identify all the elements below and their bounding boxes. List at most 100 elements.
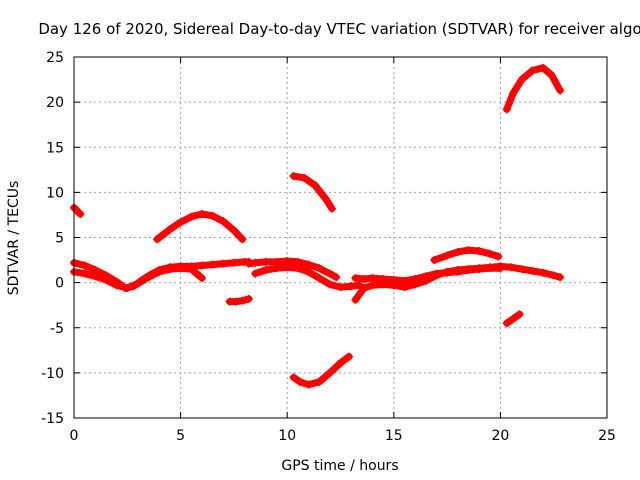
y-axis-label: SDTVAR / TECUs [6,181,22,296]
series-seg-k [351,264,505,285]
data-point [238,296,247,305]
data-point [515,310,524,319]
series-seg-l [430,246,503,265]
series-line [245,257,340,281]
y-tick-label: 10 [46,185,64,201]
x-tick-label: 15 [385,428,403,444]
data-point [229,258,238,267]
x-axis-label: GPS time / hours [281,458,398,474]
series-seg-g [251,263,364,292]
y-tick-label: 15 [46,140,64,156]
series-seg-c [70,264,206,293]
data-point [123,284,132,293]
data-point [332,273,341,282]
data-point [197,210,206,219]
chart-title: Day 126 of 2020, Sidereal Day-to-day VTE… [38,20,640,38]
data-point [304,260,313,269]
data-point [475,265,484,274]
data-point [528,66,537,75]
series-seg-h [289,172,336,213]
series-seg-a [70,203,85,219]
data-point [400,276,409,285]
data-point [453,247,462,256]
series-line [251,263,364,291]
x-tick-label: 10 [278,428,296,444]
data-point [411,275,420,284]
data-point [165,225,174,234]
y-tick-label: -5 [50,321,64,337]
data-point [325,280,334,289]
data-point [496,264,505,273]
data-point [219,259,228,268]
tick-layer: 0 5 10 15 20 25 -15 -10 -5 0 5 10 15 20 25 [41,50,616,444]
data-point [359,284,368,293]
data-point [315,377,324,386]
data-point [325,368,334,377]
data-point [528,266,537,275]
data-point [485,249,494,258]
grid-layer [74,57,607,418]
data-point [368,274,377,283]
y-tick-label: 0 [55,276,64,292]
y-tick-label: 25 [46,50,64,66]
data-point [327,204,336,213]
data-point [507,263,516,272]
series-line [70,204,84,218]
data-point [359,275,368,284]
data-point [549,271,558,280]
data-point [155,267,164,276]
data-point [91,272,100,281]
data-point [556,86,565,95]
data-point [272,264,281,273]
data-point [475,247,484,256]
data-point [351,274,360,283]
data-point [368,281,377,290]
series-seg-m [502,310,524,328]
series-layer [70,63,565,389]
series-seg-n [502,63,565,114]
data-point [556,273,565,282]
data-point [251,258,260,267]
data-point [547,71,556,80]
data-point [494,252,503,261]
y-tick-label: -10 [41,366,64,382]
x-tick-label: 5 [176,428,185,444]
data-point [187,212,196,221]
data-point [144,273,153,282]
data-point [112,281,121,290]
data-point [432,269,441,278]
data-point [325,269,334,278]
data-point [421,272,430,281]
plot-frame [73,56,608,419]
data-point [539,268,548,277]
data-point [453,267,462,276]
series-seg-i [289,352,354,389]
data-point [219,217,228,226]
series-seg-d [153,210,247,244]
data-point [133,279,142,288]
data-point [208,260,217,269]
data-point [197,274,206,283]
series-seg-e [225,294,253,306]
data-point [502,105,511,114]
data-point [321,194,330,203]
data-point [351,295,360,304]
data-point [289,172,298,181]
data-point [345,352,354,361]
y-tick-label: 5 [55,231,64,247]
y-tick-label: 20 [46,95,64,111]
data-point [509,89,518,98]
data-point [517,265,526,274]
data-point [295,377,304,386]
data-point [379,275,388,284]
data-point [238,235,247,244]
data-point [443,268,452,277]
data-point [347,282,356,291]
data-point [176,264,185,273]
data-point [261,265,270,274]
data-point [176,218,185,227]
data-point [293,264,302,273]
data-point [336,358,345,367]
x-tick-label: 0 [70,428,79,444]
data-point [101,275,110,284]
